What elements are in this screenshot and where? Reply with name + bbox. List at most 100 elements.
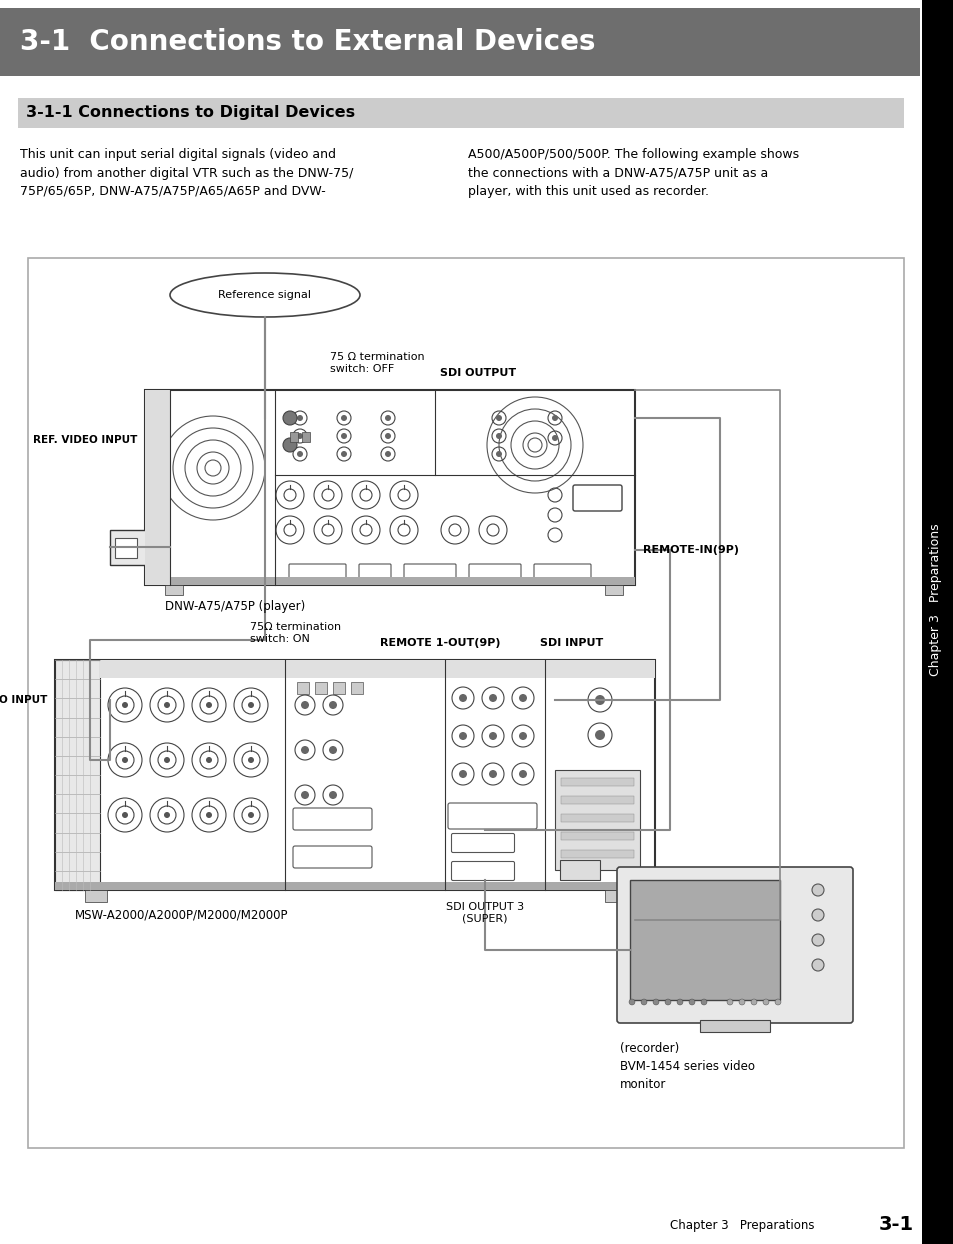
Bar — [604, 889, 626, 902]
Circle shape — [811, 884, 823, 896]
Text: 3-1  Connections to External Devices: 3-1 Connections to External Devices — [20, 29, 595, 56]
Circle shape — [122, 702, 128, 708]
FancyBboxPatch shape — [358, 564, 391, 580]
Circle shape — [301, 791, 309, 799]
Text: REMOTE-IN(9P): REMOTE-IN(9P) — [642, 545, 739, 555]
Text: MSW-A2000/A2000P/M2000/M2000P: MSW-A2000/A2000P/M2000/M2000P — [75, 908, 288, 921]
Circle shape — [283, 438, 296, 452]
Ellipse shape — [170, 272, 359, 317]
FancyBboxPatch shape — [403, 564, 456, 580]
Bar — [165, 585, 183, 595]
Bar — [629, 880, 780, 1000]
Circle shape — [206, 702, 212, 708]
Circle shape — [296, 433, 303, 439]
Circle shape — [248, 758, 253, 763]
Bar — [333, 682, 345, 694]
Bar — [55, 661, 655, 889]
Circle shape — [518, 731, 526, 740]
Circle shape — [652, 999, 659, 1005]
Bar — [921, 0, 953, 1244]
Circle shape — [283, 411, 296, 425]
Circle shape — [527, 438, 541, 452]
Bar — [55, 661, 100, 889]
Circle shape — [329, 702, 336, 709]
Circle shape — [811, 959, 823, 972]
Text: SDI OUTPUT 3
(SUPER): SDI OUTPUT 3 (SUPER) — [445, 902, 523, 923]
Circle shape — [122, 812, 128, 819]
Text: 3-1-1 Connections to Digital Devices: 3-1-1 Connections to Digital Devices — [26, 106, 355, 121]
Circle shape — [739, 999, 744, 1005]
Circle shape — [595, 730, 604, 740]
FancyBboxPatch shape — [293, 809, 372, 830]
Bar — [444, 661, 544, 678]
Circle shape — [301, 702, 309, 709]
Bar — [28, 258, 903, 1148]
Circle shape — [385, 415, 391, 420]
Circle shape — [385, 452, 391, 457]
FancyBboxPatch shape — [289, 564, 346, 580]
Text: DNW-A75/A75P (player): DNW-A75/A75P (player) — [165, 600, 305, 613]
Bar — [55, 882, 655, 889]
FancyBboxPatch shape — [451, 862, 514, 881]
Circle shape — [750, 999, 757, 1005]
FancyBboxPatch shape — [293, 846, 372, 868]
Circle shape — [640, 999, 646, 1005]
Circle shape — [726, 999, 732, 1005]
Circle shape — [700, 999, 706, 1005]
FancyBboxPatch shape — [448, 802, 537, 829]
Circle shape — [301, 746, 309, 754]
Text: SDI OUTPUT: SDI OUTPUT — [439, 368, 516, 378]
Bar — [296, 682, 309, 694]
Circle shape — [248, 812, 253, 819]
Circle shape — [164, 812, 170, 819]
Circle shape — [688, 999, 695, 1005]
Text: Chapter 3   Preparations: Chapter 3 Preparations — [669, 1219, 814, 1232]
Circle shape — [518, 694, 526, 702]
Circle shape — [205, 460, 221, 476]
Bar — [100, 661, 285, 678]
Circle shape — [628, 999, 635, 1005]
Bar — [145, 391, 635, 585]
Circle shape — [296, 415, 303, 420]
Bar — [18, 98, 903, 128]
Circle shape — [496, 433, 501, 439]
Circle shape — [496, 415, 501, 420]
Circle shape — [458, 694, 467, 702]
Bar — [560, 850, 634, 858]
Text: 75 Ω termination
switch: OFF: 75 Ω termination switch: OFF — [330, 352, 424, 373]
FancyBboxPatch shape — [617, 867, 852, 1023]
Circle shape — [340, 415, 347, 420]
Circle shape — [340, 452, 347, 457]
Bar — [559, 860, 599, 880]
Text: 3-1: 3-1 — [878, 1215, 913, 1234]
Text: SDI INPUT: SDI INPUT — [539, 638, 602, 648]
Circle shape — [206, 758, 212, 763]
Circle shape — [811, 934, 823, 945]
Bar — [110, 530, 148, 565]
Circle shape — [458, 731, 467, 740]
Text: This unit can input serial digital signals (video and
audio) from another digita: This unit can input serial digital signa… — [20, 148, 353, 198]
Bar — [351, 682, 363, 694]
Circle shape — [774, 999, 781, 1005]
Bar — [145, 577, 635, 585]
Text: (recorder)
BVM-1454 series video
monitor: (recorder) BVM-1454 series video monitor — [619, 1042, 754, 1091]
Circle shape — [664, 999, 670, 1005]
Circle shape — [496, 452, 501, 457]
Bar — [604, 585, 622, 595]
FancyBboxPatch shape — [451, 833, 514, 852]
Circle shape — [811, 909, 823, 921]
Text: 75Ω termination
switch: ON: 75Ω termination switch: ON — [250, 622, 341, 643]
Circle shape — [164, 702, 170, 708]
Circle shape — [340, 433, 347, 439]
Bar — [700, 1020, 769, 1033]
Circle shape — [164, 758, 170, 763]
Bar — [560, 832, 634, 840]
Circle shape — [677, 999, 682, 1005]
Circle shape — [489, 694, 497, 702]
FancyBboxPatch shape — [573, 485, 621, 511]
Bar — [560, 814, 634, 822]
Circle shape — [762, 999, 768, 1005]
Circle shape — [595, 695, 604, 705]
Bar — [290, 432, 297, 442]
Circle shape — [122, 758, 128, 763]
